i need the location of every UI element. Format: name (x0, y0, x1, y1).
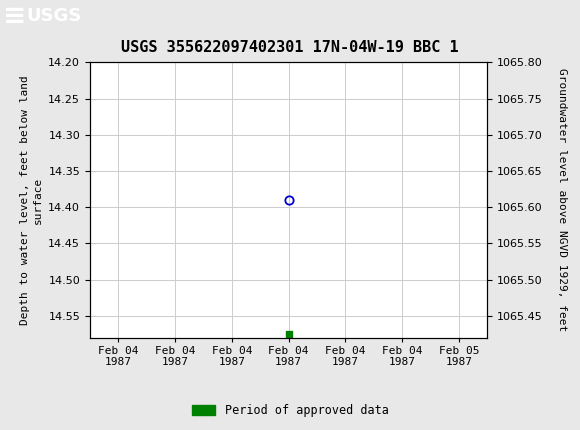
Y-axis label: Groundwater level above NGVD 1929, feet: Groundwater level above NGVD 1929, feet (557, 68, 567, 332)
Legend: Period of approved data: Period of approved data (187, 399, 393, 422)
Text: USGS 355622097402301 17N-04W-19 BBC 1: USGS 355622097402301 17N-04W-19 BBC 1 (121, 40, 459, 55)
Text: USGS: USGS (26, 7, 81, 25)
Text: ≡: ≡ (3, 2, 26, 30)
Y-axis label: Depth to water level, feet below land
surface: Depth to water level, feet below land su… (20, 75, 43, 325)
